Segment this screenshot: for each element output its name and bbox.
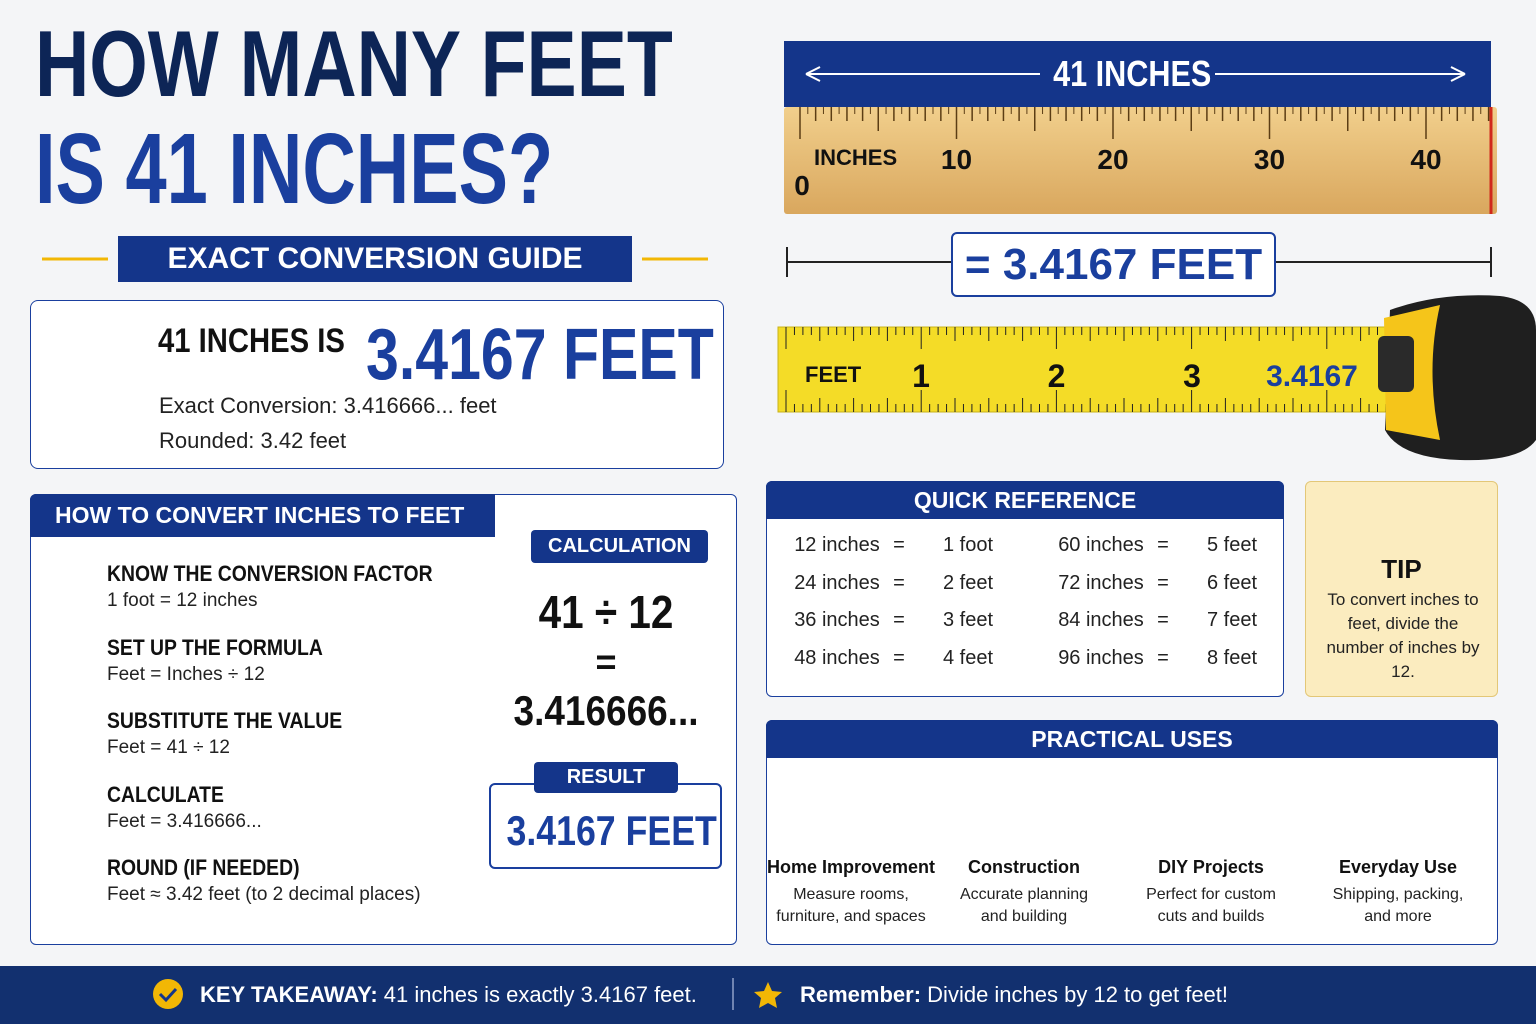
arrow-head bbox=[805, 66, 1466, 82]
ruler-label: 30 bbox=[1253, 144, 1286, 175]
reference-eq: = bbox=[893, 571, 905, 594]
footer-remember: Remember: Divide inches by 12 to get fee… bbox=[800, 980, 1300, 1010]
reference-eq: = bbox=[1157, 647, 1169, 670]
use-text: Accurate planning and building bbox=[959, 886, 1089, 925]
ruler-label: 0 bbox=[794, 170, 810, 201]
reference-eq: = bbox=[893, 534, 905, 556]
reference-inches: 24 inches bbox=[794, 571, 880, 594]
ruler-result: = 3.4167 FEET bbox=[951, 232, 1276, 297]
step-title: SUBSTITUTE THE VALUE bbox=[107, 708, 343, 733]
result-value: 3.4167 FEET bbox=[506, 807, 717, 854]
reference-title: QUICK REFERENCE bbox=[766, 481, 1284, 519]
answer-value: 3.4167 FEET bbox=[366, 315, 714, 395]
reference-feet: 8 feet bbox=[1206, 647, 1258, 670]
uses-title: PRACTICAL USES bbox=[766, 720, 1498, 758]
ruler-wood bbox=[784, 107, 1497, 214]
step-number: 5 bbox=[63, 858, 79, 888]
steps-card bbox=[30, 494, 737, 945]
step-text: Feet ≈ 3.42 feet (to 2 decimal places) bbox=[107, 884, 421, 905]
tape-unit: FEET bbox=[805, 362, 862, 387]
calc-expression: 41 ÷ 12 bbox=[538, 586, 674, 638]
steps-title: HOW TO CONVERT INCHES TO FEET bbox=[30, 494, 495, 537]
reference-feet: 7 feet bbox=[1206, 609, 1258, 632]
reference-feet: 2 feet bbox=[942, 571, 994, 594]
reference-inches: 84 inches bbox=[1058, 609, 1144, 632]
step-title: CALCULATE bbox=[107, 781, 224, 807]
calc-label: CALCULATION bbox=[531, 530, 708, 563]
ruler-label: 40 bbox=[1410, 144, 1442, 175]
step-number: 2 bbox=[63, 637, 79, 668]
remember-label: Remember: bbox=[800, 982, 922, 1007]
subtitle: EXACT CONVERSION GUIDE bbox=[118, 236, 632, 282]
reference-inches: 96 inches bbox=[1058, 647, 1144, 670]
takeaway-label: KEY TAKEAWAY: bbox=[200, 982, 378, 1007]
calc-equals: = bbox=[595, 641, 617, 682]
step-text: Feet = Inches ÷ 12 bbox=[107, 663, 265, 685]
tape-label: 1 bbox=[912, 358, 930, 394]
step-number: 4 bbox=[63, 784, 79, 815]
footer-takeaway: KEY TAKEAWAY: 41 inches is exactly 3.416… bbox=[200, 980, 730, 1010]
check-icon bbox=[153, 979, 183, 1009]
answer-exact: Exact Conversion: 3.416666... feet bbox=[159, 393, 497, 418]
answer-lead: 41 INCHES IS bbox=[158, 322, 345, 360]
result-label: RESULT bbox=[534, 762, 678, 793]
tip-text: To convert inches to feet, divide the nu… bbox=[1326, 590, 1480, 681]
reference-eq: = bbox=[893, 609, 905, 632]
tip-card bbox=[1305, 481, 1498, 697]
answer-card bbox=[30, 300, 724, 469]
ruler-banner-text: 41 INCHES bbox=[1053, 53, 1212, 94]
use-title: Everyday Use bbox=[1338, 857, 1458, 877]
use-text: Measure rooms, furniture, and spaces bbox=[776, 886, 926, 925]
step-number: 3 bbox=[63, 711, 79, 741]
reference-eq: = bbox=[1157, 609, 1169, 632]
step-title: SET UP THE FORMULA bbox=[107, 634, 323, 660]
remember-text: Divide inches by 12 to get feet! bbox=[927, 982, 1229, 1007]
tip-title: TIP bbox=[1381, 554, 1422, 584]
step-text: 1 foot = 12 inches bbox=[107, 590, 258, 611]
reference-feet: 5 feet bbox=[1206, 534, 1258, 556]
reference-eq: = bbox=[893, 647, 905, 670]
title-line-2: IS 41 INCHES? bbox=[35, 113, 554, 225]
use-title: DIY Projects bbox=[1158, 857, 1264, 877]
use-text: Perfect for custom cuts and builds bbox=[1146, 886, 1276, 925]
ruler-label: 10 bbox=[940, 144, 973, 175]
reference-eq: = bbox=[1157, 534, 1169, 556]
reference-eq: = bbox=[1157, 571, 1169, 594]
tape-body bbox=[777, 326, 1409, 413]
reference-feet: 4 feet bbox=[942, 647, 994, 670]
use-text: Shipping, packing, and more bbox=[1332, 886, 1464, 925]
reference-inches: 36 inches bbox=[794, 609, 880, 632]
check-icon-mark bbox=[158, 987, 178, 1003]
tape-case-button bbox=[1378, 336, 1414, 392]
calc-result: 3.416666... bbox=[513, 687, 699, 734]
tape-label: 3 bbox=[1183, 358, 1201, 394]
step-title: KNOW THE CONVERSION FACTOR bbox=[107, 561, 433, 586]
step-number: 1 bbox=[63, 564, 79, 594]
reference-inches: 72 inches bbox=[1058, 571, 1144, 594]
step-text: Feet = 41 ÷ 12 bbox=[107, 737, 230, 758]
answer-rounded: Rounded: 3.42 feet bbox=[159, 428, 347, 453]
reference-feet: 1 foot bbox=[942, 534, 994, 556]
tape-label: 2 bbox=[1047, 358, 1066, 394]
star-icon bbox=[754, 982, 782, 1008]
use-title: Construction bbox=[968, 857, 1080, 877]
ruler-label: 20 bbox=[1097, 144, 1129, 175]
reference-inches: 48 inches bbox=[794, 647, 880, 670]
step-title: ROUND (IF NEEDED) bbox=[107, 855, 300, 880]
reference-feet: 6 feet bbox=[1206, 571, 1258, 594]
reference-inches: 60 inches bbox=[1058, 534, 1144, 556]
reference-feet: 3 feet bbox=[942, 609, 994, 632]
reference-inches: 12 inches bbox=[794, 534, 880, 556]
tape-marker: 3.4167 bbox=[1266, 360, 1358, 393]
step-text: Feet = 3.416666... bbox=[107, 810, 262, 832]
ruler-unit: INCHES bbox=[814, 145, 898, 170]
title-line-1: HOW MANY FEET bbox=[35, 11, 673, 116]
use-title: Home Improvement bbox=[766, 857, 936, 877]
takeaway-text: 41 inches is exactly 3.4167 feet. bbox=[383, 982, 697, 1007]
